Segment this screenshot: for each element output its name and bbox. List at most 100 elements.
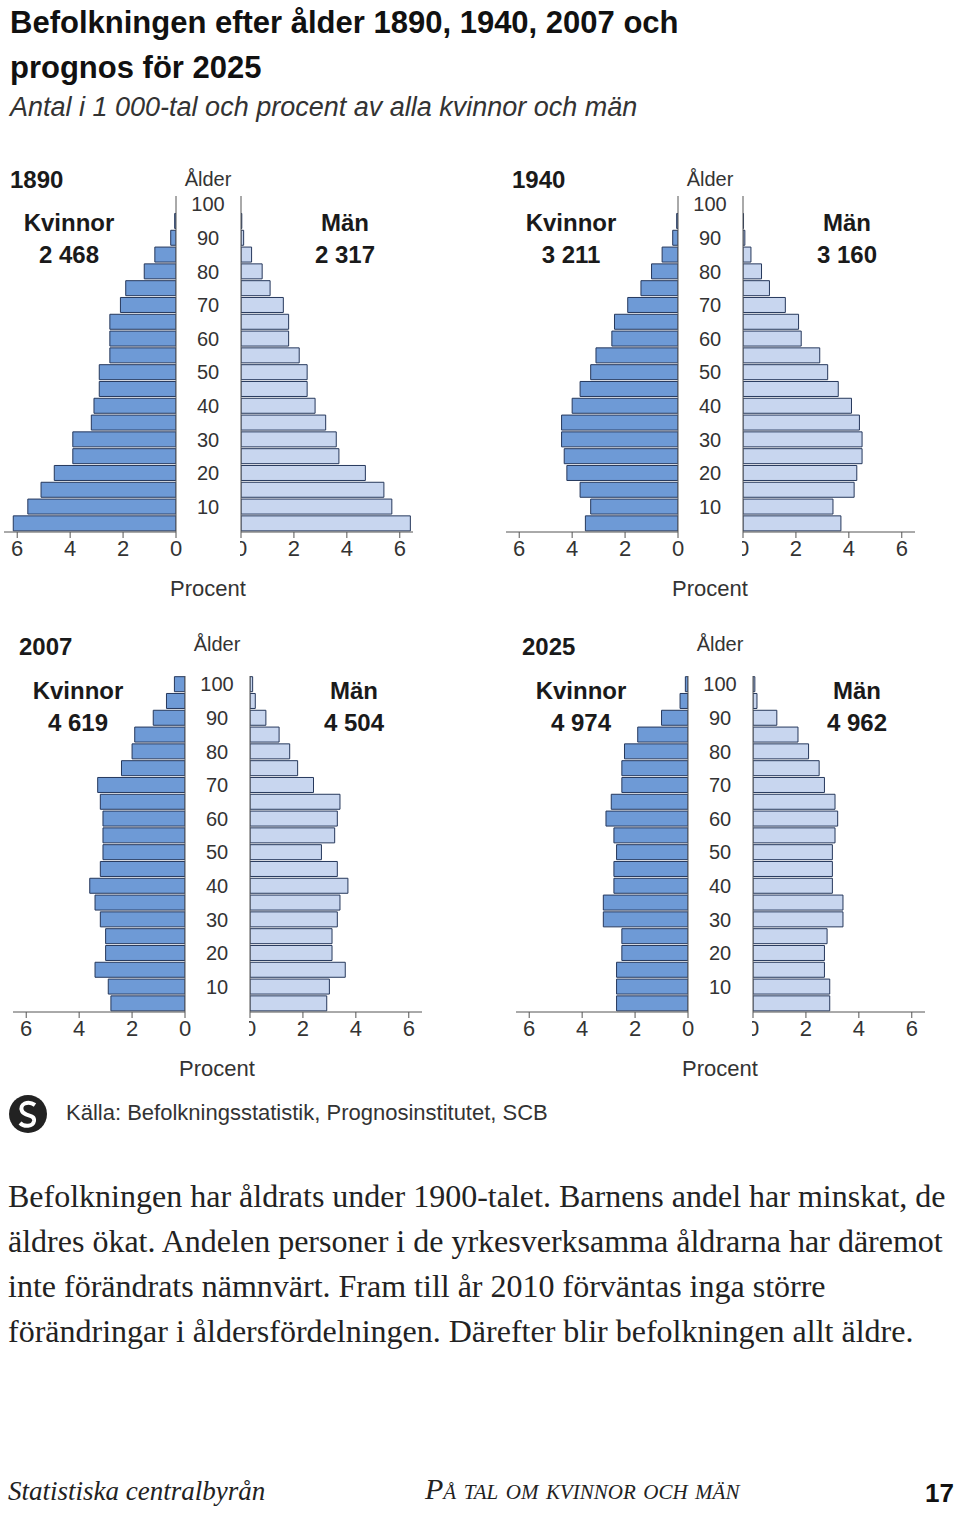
svg-text:40: 40 <box>709 875 731 897</box>
svg-text:40: 40 <box>197 395 219 417</box>
svg-text:2: 2 <box>117 536 129 561</box>
svg-text:40: 40 <box>206 875 228 897</box>
svg-text:30: 30 <box>197 429 219 451</box>
html-text:Kvinnor: Kvinnor <box>32 677 124 704</box>
svg-text:50: 50 <box>699 361 721 383</box>
svg-text:50: 50 <box>709 841 731 863</box>
html-text:Män: Män <box>823 209 871 236</box>
svg-text:6: 6 <box>403 1016 415 1041</box>
svg-text:0: 0 <box>682 1016 694 1041</box>
svg-text:90: 90 <box>206 707 228 729</box>
svg-text:30: 30 <box>206 909 228 931</box>
html-text:2025: 2025 <box>522 633 576 660</box>
svg-text:2: 2 <box>629 1016 641 1041</box>
svg-text:2: 2 <box>619 536 631 561</box>
svg-text:0: 0 <box>249 1016 256 1041</box>
svg-text:2: 2 <box>800 1016 812 1041</box>
svg-text:10: 10 <box>709 976 731 998</box>
html-text:Kvinnor: Kvinnor <box>525 209 617 236</box>
html-text:Män: Män <box>833 677 881 704</box>
html-text:2007: 2007 <box>19 633 73 660</box>
html-text:Kvinnor: Kvinnor <box>535 677 627 704</box>
html-text:4 619: 4 619 <box>48 709 108 736</box>
svg-text:6: 6 <box>896 536 908 561</box>
svg-text:100: 100 <box>693 196 726 215</box>
svg-text:6: 6 <box>523 1016 535 1041</box>
html-text:Statistiska centralbyrån: Statistiska centralbyrån <box>8 1476 266 1506</box>
svg-text:4: 4 <box>73 1016 85 1041</box>
svg-text:4: 4 <box>576 1016 588 1041</box>
svg-text:4: 4 <box>843 536 855 561</box>
svg-text:10: 10 <box>699 496 721 518</box>
svg-text:2: 2 <box>790 536 802 561</box>
svg-text:40: 40 <box>699 395 721 417</box>
svg-text:100: 100 <box>703 676 736 695</box>
svg-text:90: 90 <box>699 227 721 249</box>
html-text:På tal om kvinnor och män: På tal om kvinnor och män <box>425 1472 740 1505</box>
svg-text:4: 4 <box>64 536 76 561</box>
svg-text:90: 90 <box>197 227 219 249</box>
svg-text:90: 90 <box>709 707 731 729</box>
html-text:Befolkningen efter ålder 1890,: Befolkningen efter ålder 1890, 1940, 200… <box>10 5 679 85</box>
svg-text:20: 20 <box>699 462 721 484</box>
svg-text:0: 0 <box>672 536 684 561</box>
svg-text:30: 30 <box>709 909 731 931</box>
svg-text:0: 0 <box>752 1016 759 1041</box>
svg-text:4: 4 <box>350 1016 362 1041</box>
svg-text:60: 60 <box>709 808 731 830</box>
svg-text:60: 60 <box>206 808 228 830</box>
svg-text:6: 6 <box>20 1016 32 1041</box>
svg-text:6: 6 <box>11 536 23 561</box>
svg-text:80: 80 <box>709 741 731 763</box>
html-text:Procent: Procent <box>672 576 748 601</box>
html-text:Kvinnor: Kvinnor <box>23 209 115 236</box>
svg-text:80: 80 <box>699 261 721 283</box>
html-text:4 504: 4 504 <box>324 709 384 736</box>
html-text:2 317: 2 317 <box>315 241 375 268</box>
html-text:Antal i 1 000-tal och procent: Antal i 1 000-tal och procent av alla kv… <box>10 92 638 122</box>
svg-text:6: 6 <box>394 536 406 561</box>
svg-text:80: 80 <box>206 741 228 763</box>
svg-text:70: 70 <box>206 774 228 796</box>
svg-text:70: 70 <box>709 774 731 796</box>
svg-text:20: 20 <box>206 942 228 964</box>
svg-text:0: 0 <box>170 536 182 561</box>
svg-text:20: 20 <box>197 462 219 484</box>
svg-text:2: 2 <box>297 1016 309 1041</box>
html-text:Procent: Procent <box>170 576 246 601</box>
svg-text:100: 100 <box>200 676 233 695</box>
svg-text:2: 2 <box>126 1016 138 1041</box>
svg-text:100: 100 <box>191 196 224 215</box>
svg-text:20: 20 <box>709 942 731 964</box>
html-text:4 962: 4 962 <box>827 709 887 736</box>
svg-text:80: 80 <box>197 261 219 283</box>
html-text:Män: Män <box>330 677 378 704</box>
html-text:2 468: 2 468 <box>39 241 99 268</box>
svg-text:6: 6 <box>906 1016 918 1041</box>
svg-text:4: 4 <box>566 536 578 561</box>
svg-text:0: 0 <box>179 1016 191 1041</box>
html-text:Män: Män <box>321 209 369 236</box>
svg-text:10: 10 <box>197 496 219 518</box>
svg-text:50: 50 <box>197 361 219 383</box>
svg-text:70: 70 <box>699 294 721 316</box>
html-text:17: 17 <box>925 1478 954 1508</box>
svg-text:4: 4 <box>341 536 353 561</box>
svg-text:0: 0 <box>240 536 247 561</box>
svg-text:0: 0 <box>742 536 749 561</box>
svg-text:30: 30 <box>699 429 721 451</box>
html-text:3 211: 3 211 <box>541 241 601 268</box>
html-text:1940: 1940 <box>512 166 566 193</box>
svg-text:60: 60 <box>699 328 721 350</box>
svg-text:4: 4 <box>853 1016 865 1041</box>
svg-text:2: 2 <box>288 536 300 561</box>
svg-text:50: 50 <box>206 841 228 863</box>
svg-text:6: 6 <box>513 536 525 561</box>
svg-text:60: 60 <box>197 328 219 350</box>
html-text:4 974: 4 974 <box>551 709 611 736</box>
html-text:Befolkningen har åldrats under: Befolkningen har åldrats under 1900-tale… <box>8 1178 946 1349</box>
html-text:1890: 1890 <box>10 166 64 193</box>
svg-text:70: 70 <box>197 294 219 316</box>
html-text:3 160: 3 160 <box>817 241 877 268</box>
svg-text:10: 10 <box>206 976 228 998</box>
